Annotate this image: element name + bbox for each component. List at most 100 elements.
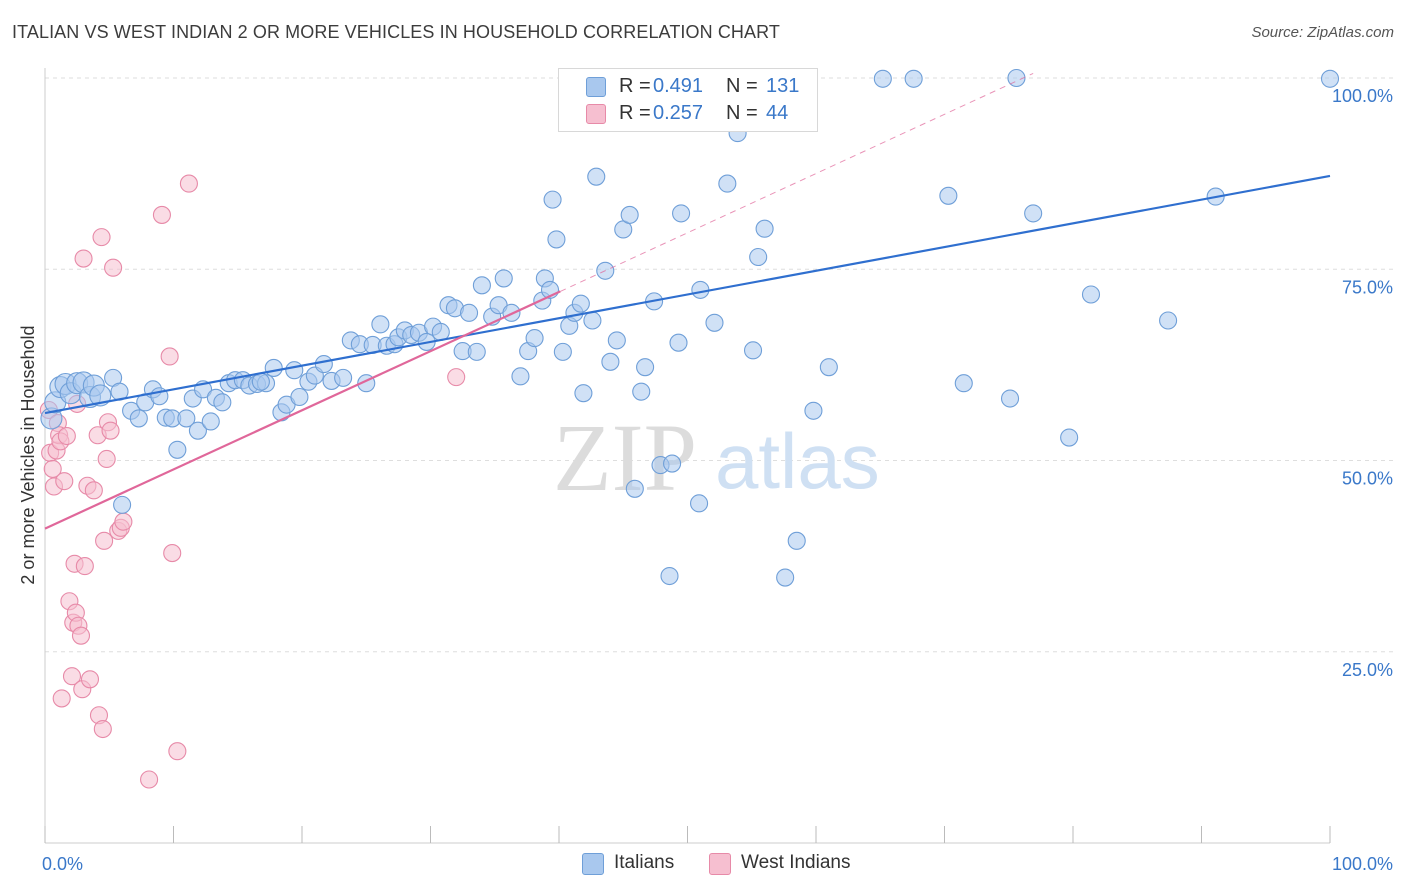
- italians-point: [290, 387, 309, 407]
- italians-point: [129, 409, 148, 428]
- westindians-point: [97, 449, 116, 469]
- trendline-westindians-extension: [560, 72, 1034, 292]
- westindians-point: [168, 742, 187, 761]
- legend-r-value: 0.491: [653, 75, 704, 97]
- italians-point: [89, 384, 112, 407]
- trend-lines: [44, 72, 1331, 530]
- italians-point: [177, 409, 196, 428]
- series-westindians-points: [39, 174, 466, 789]
- westindians-point: [62, 667, 82, 686]
- legend-swatch-westindians: [586, 104, 606, 124]
- legend-n-label: N =: [726, 75, 758, 97]
- italians-point: [1159, 311, 1178, 330]
- westindians-point: [57, 426, 76, 446]
- italians-point: [632, 382, 651, 401]
- italians-point: [547, 230, 566, 249]
- trendline-italians: [44, 174, 1331, 415]
- legend-swatch-italians: [586, 77, 606, 97]
- legend-r-label: R =: [619, 102, 651, 124]
- watermark: ZIP atlas: [553, 404, 880, 511]
- bottom-legend-swatch-italians: [582, 853, 604, 875]
- italians-point: [467, 342, 486, 361]
- westindians-point: [74, 249, 93, 268]
- italians-point: [620, 205, 639, 224]
- y-tick-label: 100.0%: [1332, 86, 1393, 106]
- italians-point: [743, 341, 763, 360]
- westindians-point: [93, 719, 112, 739]
- italians-point: [776, 568, 795, 587]
- y-tick-label: 25.0%: [1342, 660, 1393, 680]
- y-tick-label: 50.0%: [1342, 469, 1393, 489]
- italians-point: [571, 294, 590, 313]
- italians-point: [583, 311, 602, 330]
- westindians-point: [55, 472, 74, 491]
- italians-point: [213, 393, 232, 412]
- westindians-point: [447, 368, 466, 387]
- italians-point: [749, 247, 768, 267]
- westindians-point: [160, 347, 179, 366]
- italians-point: [285, 361, 304, 380]
- italians-point: [459, 303, 479, 322]
- bottom-legend-label-italians: Italians: [614, 852, 675, 873]
- legend-r-label: R =: [619, 75, 651, 97]
- westindians-point: [163, 544, 182, 563]
- westindians-point: [80, 670, 100, 689]
- italians-point: [904, 69, 923, 88]
- italians-point: [804, 401, 823, 420]
- italians-point: [201, 412, 220, 431]
- y-tick-labels: 25.0% 50.0% 75.0% 100.0%: [1332, 86, 1393, 680]
- correlation-legend: R = 0.491 N = 131 R = 0.257 N = 44: [558, 68, 818, 132]
- westindians-point: [84, 481, 103, 500]
- legend-n-value: 44: [766, 102, 789, 124]
- italians-point: [691, 280, 710, 299]
- westindians-point: [43, 459, 62, 478]
- italians-point: [636, 358, 655, 377]
- italians-point: [755, 219, 774, 238]
- westindians-point: [152, 205, 171, 224]
- legend-n-value: 131: [766, 75, 800, 97]
- italians-point: [601, 352, 620, 371]
- westindians-point: [95, 531, 114, 550]
- westindians-point: [75, 557, 94, 576]
- italians-point: [690, 494, 709, 513]
- westindians-point: [179, 174, 198, 193]
- westindians-point: [104, 258, 123, 277]
- bottom-legend-label-westindians: West Indians: [741, 852, 851, 873]
- chart-title: ITALIAN VS WEST INDIAN 2 OR MORE VEHICLE…: [12, 22, 780, 42]
- italians-point: [188, 421, 207, 440]
- westindians-point: [140, 770, 159, 789]
- italians-point: [672, 204, 691, 223]
- westindians-point: [71, 626, 91, 645]
- italians-point: [1024, 204, 1043, 223]
- y-axis-label: 2 or more Vehicles in Household: [18, 325, 38, 584]
- italians-point: [314, 355, 333, 374]
- italians-point: [574, 384, 593, 403]
- italians-point: [168, 440, 187, 459]
- bottom-legend-swatch-westindians: [709, 853, 731, 875]
- italians-point: [511, 367, 530, 386]
- italians-point: [1060, 428, 1079, 447]
- italians-point: [1007, 68, 1026, 88]
- watermark-atlas: atlas: [715, 417, 880, 505]
- italians-point: [660, 566, 679, 586]
- legend-n-label: N =: [726, 102, 758, 124]
- italians-point: [1081, 285, 1101, 304]
- westindians-point: [52, 689, 71, 708]
- italians-point: [525, 329, 544, 348]
- italians-point: [1320, 69, 1340, 88]
- italians-point: [607, 331, 626, 350]
- westindians-point: [92, 228, 111, 247]
- trendline-westindians: [44, 290, 561, 530]
- italians-point: [954, 374, 973, 393]
- y-tick-label: 75.0%: [1342, 277, 1393, 297]
- italians-point: [553, 342, 572, 361]
- westindians-point: [114, 512, 133, 531]
- italians-point: [494, 269, 513, 288]
- source-credit: Source: ZipAtlas.com: [1251, 24, 1394, 41]
- italians-point: [939, 186, 958, 205]
- x-tick-labels: 0.0% 100.0%: [42, 854, 1393, 874]
- italians-point: [705, 313, 724, 332]
- italians-point: [718, 174, 737, 193]
- italians-point: [1000, 389, 1020, 408]
- legend-row-westindians: R = 0.257 N = 44: [559, 101, 817, 127]
